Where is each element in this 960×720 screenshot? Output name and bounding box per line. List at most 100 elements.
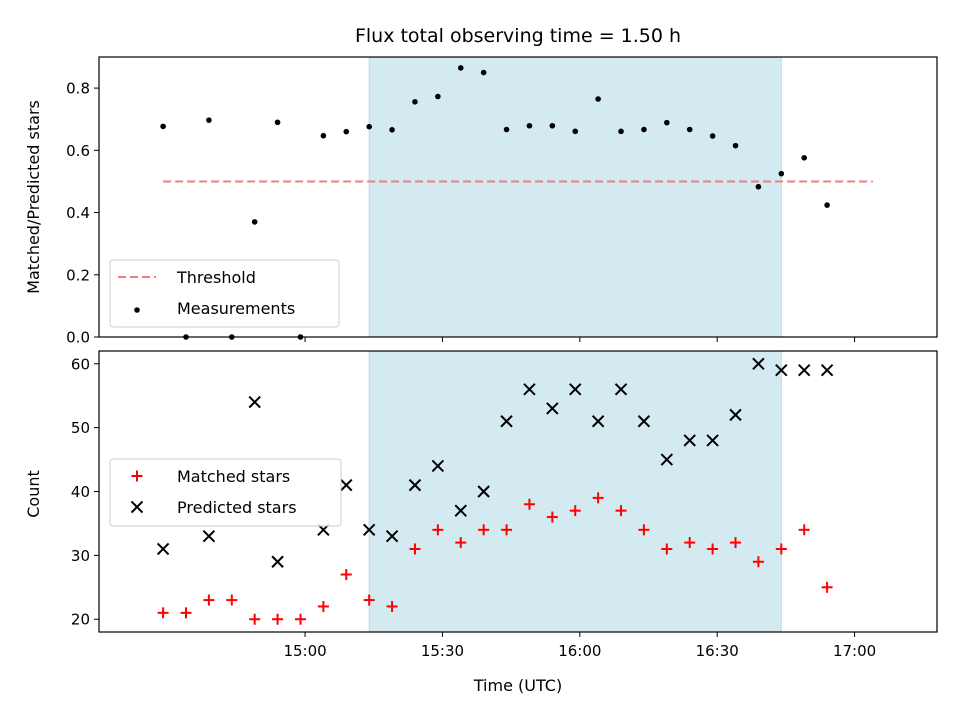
matched-stars-point [730,537,742,549]
legend-box [109,259,340,328]
legend-label: Predicted stars [177,498,297,517]
legend-box [109,458,342,527]
predicted-stars-point [660,453,674,466]
measurements-point [755,183,762,190]
shaded-span [368,56,782,338]
bottom-y-axis-label: Count [24,470,43,518]
chart-title: Flux total observing time = 1.50 h [355,25,681,47]
y-tick-label: 40 [71,483,90,501]
measurements-point [480,69,487,76]
matched-stars-point [386,600,398,612]
matched-stars-point [317,600,329,612]
measurements-point [618,128,624,135]
top-frame [98,56,938,338]
measurements-point [435,93,441,100]
x-tick-label: 16:30 [696,642,739,660]
measurements-point [503,126,510,133]
measurements-point [457,65,464,71]
matched-stars-point [409,543,421,555]
bottom-markers [156,357,834,625]
measurements-point [572,128,579,135]
predicted-stars-point [271,555,284,568]
legend-label: Threshold [176,268,256,287]
predicted-stars-point [797,363,811,377]
y-tick-label: 60 [71,355,90,373]
matched-stars-point [432,524,444,536]
matched-stars-point [821,581,833,593]
legend-marker [130,500,144,514]
matched-stars-point [707,543,719,555]
matched-stars-point [272,613,284,625]
predicted-stars-point [569,383,582,396]
predicted-stars-point [500,415,513,428]
measurements-point [389,127,395,133]
matched-stars-point [546,511,558,523]
matched-stars-point [752,556,764,568]
measurements-point [251,219,258,225]
legend-entry: Measurements [134,299,295,318]
x-axis-label: Time (UTC) [473,676,562,695]
predicted-stars-point [752,357,765,370]
predicted-stars-point [637,415,651,428]
y-tick-label: 0.4 [66,204,90,222]
legend-label: Matched stars [177,467,290,486]
matched-stars-point [638,524,650,536]
matched-stars-point [157,607,169,619]
matched-stars-point [180,607,192,619]
measurements-point [778,170,785,177]
bottom-legend: Matched stars Predicted stars [109,458,342,527]
y-tick-label: 0.6 [66,142,90,160]
y-tick-label: 20 [71,611,90,629]
y-tick-label: 30 [71,547,90,565]
matched-stars-point [363,594,375,606]
matched-stars-point [569,505,581,517]
y-tick-label: 0.8 [66,80,90,98]
matched-stars-point [523,498,535,510]
matched-stars-point [249,613,261,625]
measurements-point [343,128,350,135]
predicted-stars-point [477,485,490,498]
legend-marker [131,470,143,482]
predicted-stars-point [156,542,170,556]
legend-marker [134,307,140,313]
matched-stars-point [592,492,604,504]
predicted-stars-point [248,395,261,409]
legend-entry: Matched stars [131,467,290,486]
predicted-stars-point [820,363,834,377]
matched-stars-point [798,524,810,536]
top-legend: Threshold Measurements [109,259,340,328]
y-tick-label: 50 [71,419,90,437]
x-tick-label: 17:00 [833,642,876,660]
x-tick-label: 15:00 [283,642,326,660]
measurements-point [595,96,601,102]
measurements-point [801,155,808,161]
matched-stars-point [775,543,787,555]
matched-stars-point [340,569,352,581]
top-y-axis-label: Matched/Predicted stars [24,100,43,294]
matched-stars-point [455,537,467,549]
measurements-point [412,99,418,105]
matched-stars-point [226,594,238,606]
predicted-stars-point [683,434,696,447]
matched-stars-point [294,613,306,625]
predicted-stars-point [202,529,216,543]
legend-entry: Predicted stars [130,498,297,517]
measurements-point [526,122,533,129]
top-axes: 0.0 0.2 0.4 0.6 0.8 Threshold Measurements [66,56,938,347]
measurements-point [366,123,372,130]
matched-stars-point [203,594,215,606]
measurements-point [686,126,693,133]
predicted-stars-point [706,434,719,447]
measurements-point [549,122,556,129]
predicted-stars-point [523,383,536,396]
measurements-point [664,119,670,126]
predicted-stars-point [614,383,628,396]
y-tick-label: 0.0 [66,329,90,347]
measurements-point [824,202,830,208]
predicted-stars-point [591,415,605,428]
matched-stars-point [501,524,513,536]
measurements-point [732,142,739,149]
predicted-stars-point [431,459,445,473]
predicted-stars-point [729,408,742,422]
